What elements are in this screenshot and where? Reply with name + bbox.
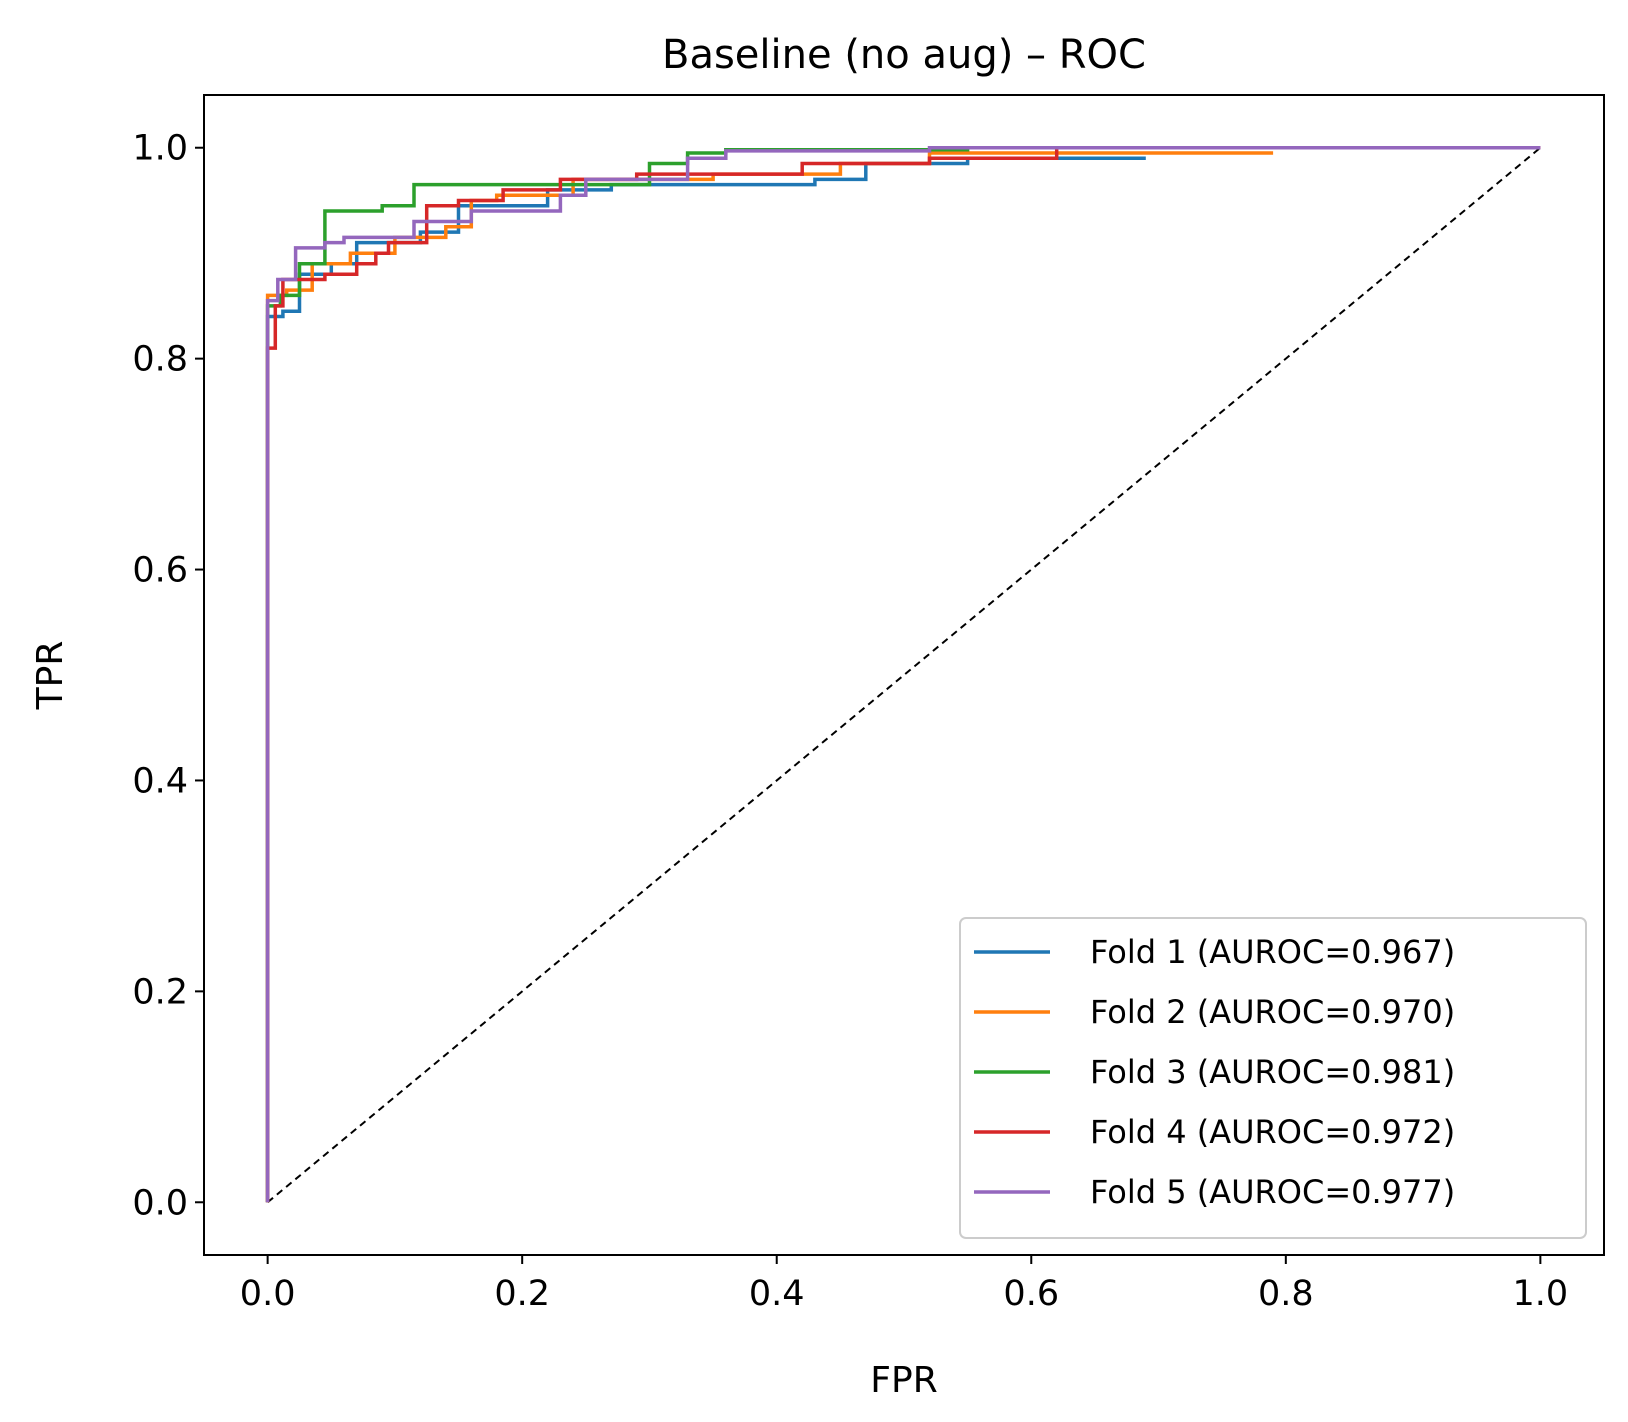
plot-frame xyxy=(203,94,1605,1256)
x-tick-label: 0.8 xyxy=(1258,1274,1314,1314)
x-tick-label: 0.2 xyxy=(494,1274,550,1314)
y-tick-label: 1.0 xyxy=(132,129,188,169)
legend-label-fold-2: Fold 2 (AUROC=0.970) xyxy=(1090,993,1455,1031)
legend-label-fold-1: Fold 1 (AUROC=0.967) xyxy=(1090,933,1455,971)
legend-box xyxy=(959,917,1587,1239)
y-tick-label: 0.4 xyxy=(132,761,188,801)
x-tick-label: 1.0 xyxy=(1513,1274,1569,1314)
legend-label-fold-3: Fold 3 (AUROC=0.981) xyxy=(1090,1053,1455,1091)
y-axis-title: TPR xyxy=(30,641,71,711)
series-line-fold-5 xyxy=(265,145,1541,1203)
chart-title: Baseline (no aug) – ROC xyxy=(662,32,1146,78)
y-tick-label: 0.6 xyxy=(132,551,188,591)
y-tick-label: 0.2 xyxy=(132,972,188,1012)
series-line-fold-1 xyxy=(265,156,1146,1203)
legend-label-fold-4: Fold 4 (AUROC=0.972) xyxy=(1090,1113,1455,1151)
y-tick-label: 0.0 xyxy=(132,1183,188,1223)
plot-area xyxy=(265,145,1542,1204)
legend-label-fold-5: Fold 5 (AUROC=0.977) xyxy=(1090,1173,1455,1211)
legend: Fold 1 (AUROC=0.967) Fold 2 (AUROC=0.970)… xyxy=(959,917,1587,1239)
x-tick-label: 0.4 xyxy=(749,1274,805,1314)
x-axis-title: FPR xyxy=(870,1360,937,1401)
series-line-fold-2 xyxy=(265,151,1274,1203)
x-tick-label: 0.0 xyxy=(240,1274,296,1314)
x-tick-label: 0.6 xyxy=(1003,1274,1059,1314)
axes: 0.0 0.2 0.4 0.6 0.8 1.0 0.0 0.2 0.4 0.6 0.8 1.0 xyxy=(132,129,1568,1314)
y-tick-label: 0.8 xyxy=(132,340,188,380)
